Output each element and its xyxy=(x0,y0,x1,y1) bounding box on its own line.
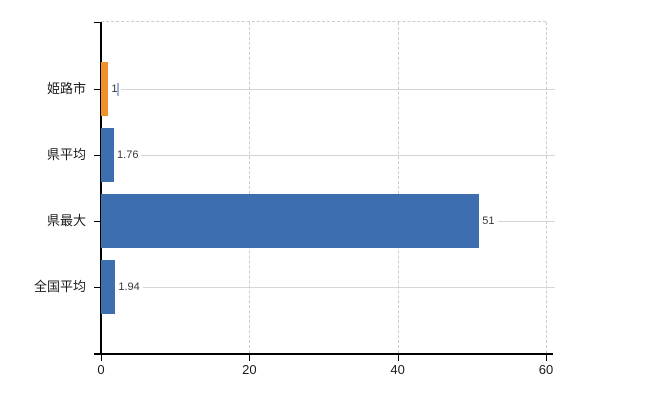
category-tick xyxy=(94,221,101,222)
i-beam-cursor xyxy=(117,83,119,96)
bar-row: 1.94 xyxy=(101,260,555,314)
gridline-60 xyxy=(546,22,547,353)
category-tick xyxy=(94,287,101,288)
x-axis-tick xyxy=(397,355,399,361)
bar-row: 1.76 xyxy=(101,128,555,182)
bar xyxy=(101,128,115,182)
leader-line xyxy=(120,88,555,90)
bar xyxy=(101,260,116,314)
category-label: 全国平均 xyxy=(33,279,86,294)
x-tick-label: 20 xyxy=(242,362,257,377)
category-label: 姫路市 xyxy=(46,81,86,96)
bar-value-label: 1.76 xyxy=(117,149,139,161)
x-tick-label: 60 xyxy=(538,362,554,377)
gridline-40 xyxy=(397,22,399,353)
category-label: 県平均 xyxy=(46,147,86,162)
category-label: 県最大 xyxy=(46,213,86,228)
x-axis-tick xyxy=(249,355,251,361)
leader-line xyxy=(141,154,555,156)
x-axis xyxy=(94,353,553,355)
leader-line xyxy=(497,220,555,222)
category-tick xyxy=(94,155,101,156)
bar-value-label: 51 xyxy=(482,215,495,227)
bar-row: 1 xyxy=(101,62,555,116)
bar-row: 51 xyxy=(101,194,555,248)
y-axis xyxy=(100,22,102,354)
category-tick xyxy=(94,89,101,90)
x-tick-label: 0 xyxy=(97,362,105,377)
x-axis-tick xyxy=(101,355,102,361)
leader-line xyxy=(142,286,555,288)
x-tick-label: 40 xyxy=(390,362,405,377)
bar-value-label: 1 xyxy=(111,83,118,95)
gridline-20 xyxy=(249,22,251,353)
bar xyxy=(101,62,109,116)
y-axis-top-tick xyxy=(94,22,101,23)
bar-value-label: 1.94 xyxy=(118,281,140,293)
x-axis-tick xyxy=(546,355,547,361)
bar xyxy=(101,194,480,248)
plot-top-border xyxy=(101,21,546,22)
